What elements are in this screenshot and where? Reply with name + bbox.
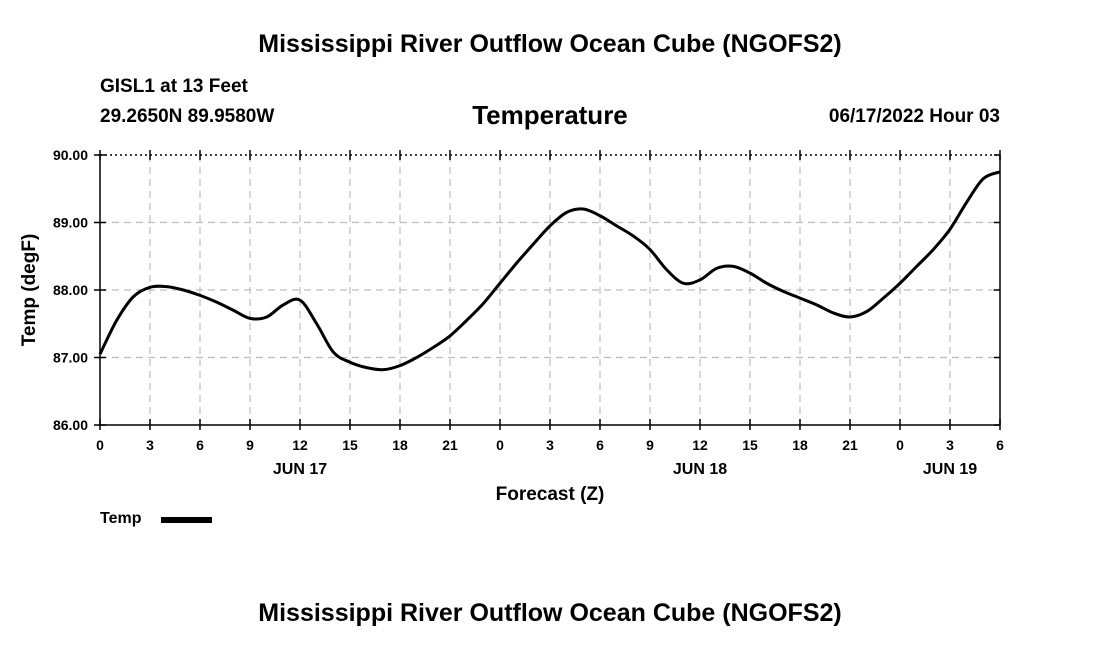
x-tick-label: 0 (96, 437, 104, 453)
x-tick-label: 21 (442, 437, 458, 453)
y-tick-label: 87.00 (53, 350, 88, 366)
x-tick-label: 0 (496, 437, 504, 453)
x-tick-label: 18 (392, 437, 408, 453)
x-tick-label: 3 (146, 437, 154, 453)
forecast-datestamp: 06/17/2022 Hour 03 (828, 106, 1000, 127)
legend-line-swatch (161, 517, 212, 523)
x-tick-label: 6 (596, 437, 604, 453)
y-axis-title: Temp (degF) (19, 234, 40, 347)
x-tick-label: 15 (342, 437, 358, 453)
x-tick-label: 21 (842, 437, 858, 453)
x-axis-title: Forecast (Z) (496, 484, 605, 505)
x-tick-label: 15 (742, 437, 758, 453)
y-tick-label: 88.00 (53, 282, 88, 298)
station-label: GISL1 at 13 Feet (100, 76, 248, 97)
y-tick-label: 89.00 (53, 215, 88, 231)
chart-subtitle: Temperature (472, 100, 628, 130)
x-tick-label: 12 (692, 437, 708, 453)
legend-label: Temp (100, 510, 142, 527)
date-label: JUN 19 (923, 461, 977, 478)
date-label: JUN 18 (673, 461, 727, 478)
x-tick-label: 6 (196, 437, 204, 453)
x-tick-label: 3 (546, 437, 554, 453)
station-coordinates: 29.2650N 89.9580W (100, 106, 275, 127)
x-tick-label: 9 (646, 437, 654, 453)
x-tick-label: 18 (792, 437, 808, 453)
chart-main-title: Mississippi River Outflow Ocean Cube (NG… (258, 30, 842, 58)
x-tick-label: 3 (946, 437, 954, 453)
y-tick-label: 86.00 (53, 417, 88, 433)
x-tick-label: 0 (896, 437, 904, 453)
date-label: JUN 17 (273, 461, 327, 478)
x-tick-label: 12 (292, 437, 308, 453)
temp-series-line (98, 170, 1001, 372)
y-tick-label: 90.00 (53, 147, 88, 163)
footer-title: Mississippi River Outflow Ocean Cube (NG… (258, 599, 842, 627)
x-tick-label: 6 (996, 437, 1004, 453)
x-tick-label: 9 (246, 437, 254, 453)
